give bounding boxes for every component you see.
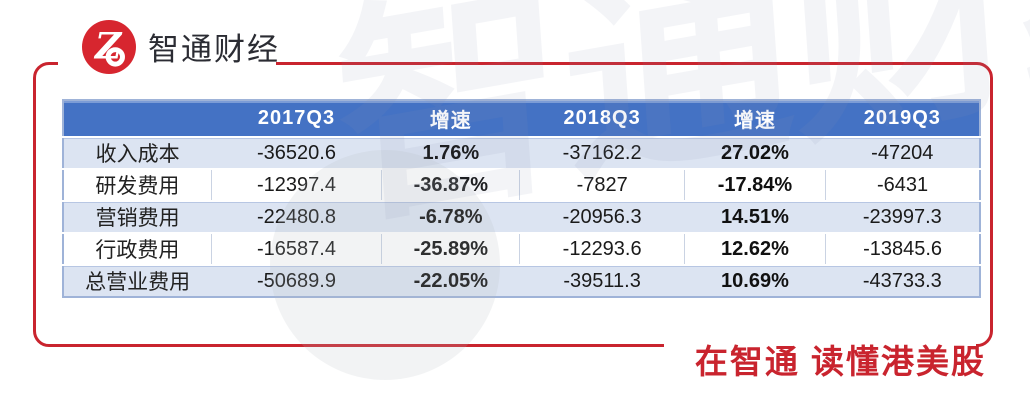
value-cell: -13845.6: [825, 232, 980, 265]
value-cell: -20956.3: [519, 200, 685, 233]
row-label: 总营业费用: [63, 264, 212, 297]
row-label: 营销费用: [63, 200, 212, 233]
table-row: 研发费用 -12397.4 -36.87% -7827 -17.84% -6431: [63, 168, 980, 201]
table-row: 营销费用 -22480.8 -6.78% -20956.3 14.51% -23997.3: [63, 200, 980, 233]
growth-cell: 1.76%: [381, 136, 520, 169]
value-cell: -37162.2: [519, 136, 685, 169]
col-header-5: 2019Q3: [825, 100, 980, 137]
value-cell: -7827: [519, 168, 685, 201]
value-cell: -23997.3: [825, 200, 980, 233]
value-cell: -36520.6: [211, 136, 382, 169]
red-frame-border: [33, 62, 993, 347]
value-cell: -39511.3: [519, 264, 685, 297]
slogan-text: 在智通 读懂港美股: [694, 343, 986, 380]
growth-cell: -36.87%: [381, 168, 520, 201]
growth-cell: -17.84%: [683, 168, 826, 201]
row-label: 收入成本: [63, 136, 212, 169]
value-cell: -22480.8: [211, 200, 382, 233]
growth-cell: -25.89%: [381, 232, 520, 265]
col-header-4: 增速: [684, 100, 826, 137]
col-header-empty: [63, 100, 212, 137]
growth-cell: -6.78%: [381, 200, 520, 233]
col-header-2: 增速: [381, 100, 520, 137]
table-row: 收入成本 -36520.6 1.76% -37162.2 27.02% -47204: [63, 136, 980, 169]
zhitong-logo-icon: Z: [82, 20, 136, 79]
growth-cell: 14.51%: [684, 200, 826, 233]
brand-title: 智通财经: [148, 31, 280, 67]
value-cell: -47204: [825, 136, 980, 169]
col-header-3: 2018Q3: [519, 100, 685, 137]
value-cell: -12397.4: [210, 168, 382, 201]
table-row: 总营业费用 -50689.9 -22.05% -39511.3 10.69% -43733…: [63, 264, 980, 297]
growth-cell: 12.62%: [683, 232, 826, 265]
financial-table: 2017Q3 增速 2018Q3 增速 2019Q3 收入成本 -36520.6 1.76%…: [62, 99, 981, 298]
value-cell: -6431: [825, 168, 980, 201]
row-label: 研发费用: [63, 168, 212, 201]
growth-cell: -22.05%: [381, 264, 520, 297]
brand-header: Z 智通财经: [82, 20, 280, 79]
col-header-1: 2017Q3: [211, 100, 382, 137]
table-row: 行政费用 -16587.4 -25.89% -12293.6 12.62% -13845.…: [63, 232, 980, 265]
value-cell: -16587.4: [210, 232, 382, 265]
growth-cell: 10.69%: [684, 264, 826, 297]
row-label: 行政费用: [63, 232, 212, 265]
value-cell: -50689.9: [211, 264, 382, 297]
table-header-row: 2017Q3 增速 2018Q3 增速 2019Q3: [63, 100, 980, 137]
value-cell: -43733.3: [825, 264, 980, 297]
growth-cell: 27.02%: [684, 136, 826, 169]
frame-gap-bottom: [664, 340, 976, 353]
value-cell: -12293.6: [519, 232, 685, 265]
